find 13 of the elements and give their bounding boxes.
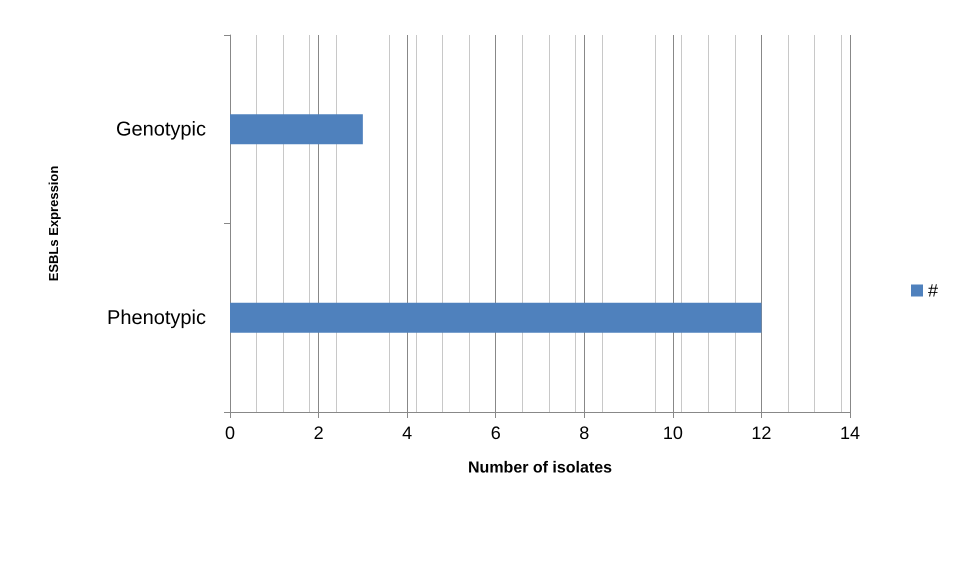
x-tick-label: 10: [662, 423, 683, 443]
x-tick-label: 8: [579, 423, 590, 443]
legend-label: #: [928, 280, 938, 300]
x-tick-label: 4: [402, 423, 412, 443]
y-tick-label: Phenotypic: [107, 306, 206, 329]
y-axis-title: ESBLs Expression: [46, 166, 61, 282]
x-axis-title: Number of isolates: [468, 460, 612, 476]
x-tick-label: 2: [314, 423, 324, 443]
x-tick-label: 14: [840, 423, 860, 443]
x-tick-label: 6: [490, 423, 501, 443]
x-tick-label: 0: [224, 423, 236, 443]
y-tick-label: Genotypic: [116, 118, 206, 140]
x-tick-label: 12: [751, 423, 772, 443]
